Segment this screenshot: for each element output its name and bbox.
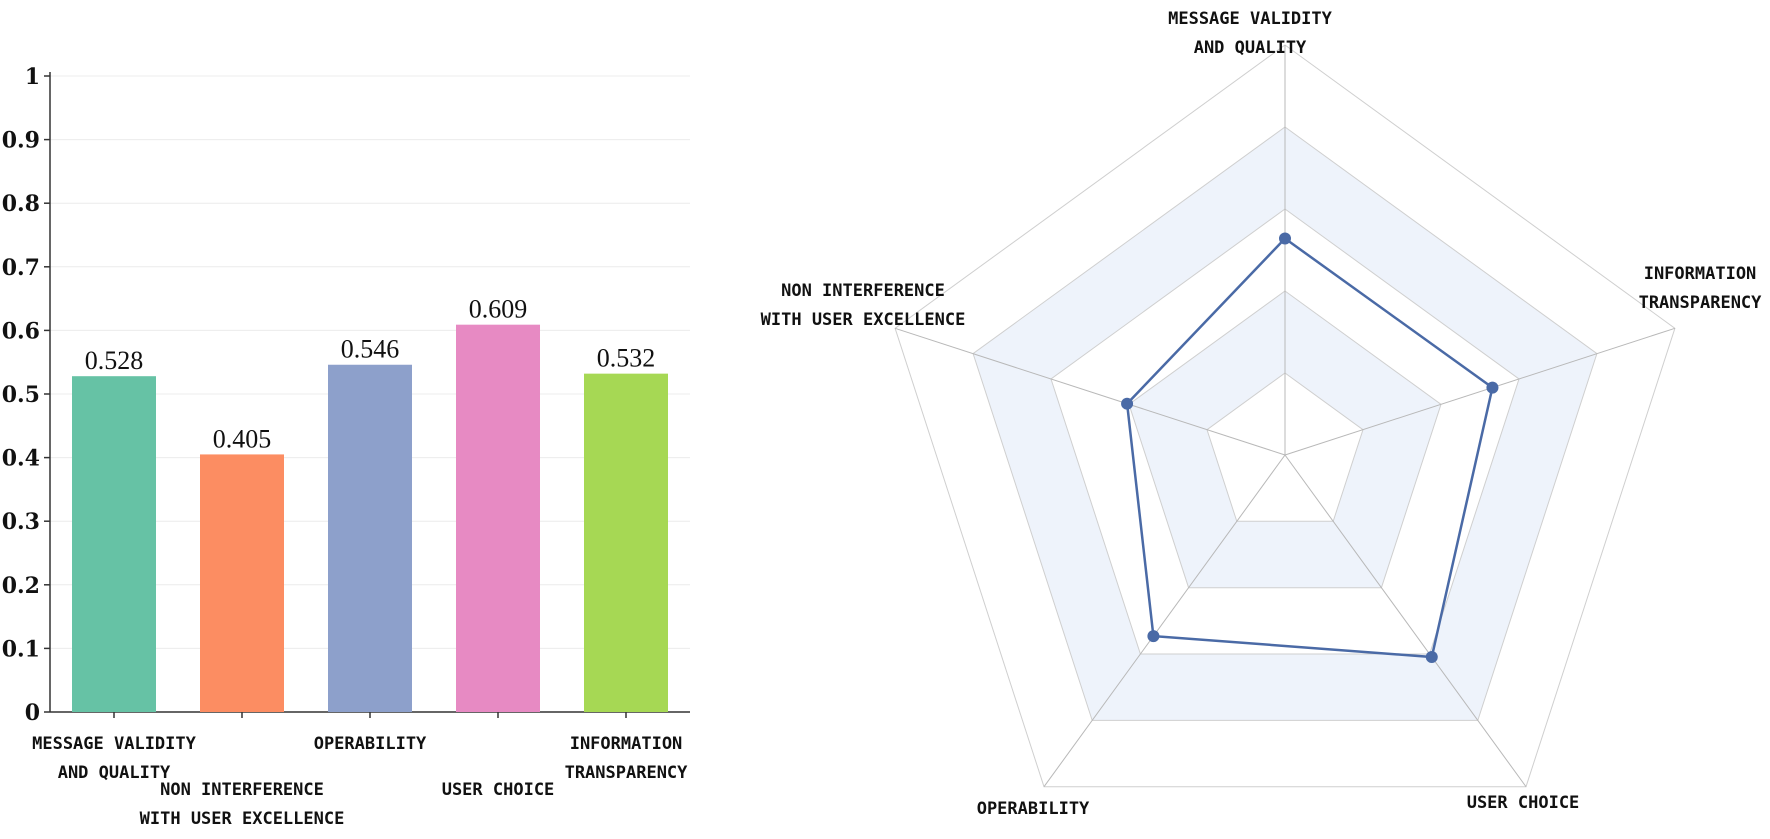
radar-spoke: [1284, 454, 1527, 787]
radar-axis-label: AND QUALITY: [1194, 38, 1307, 58]
radar-point: [1486, 381, 1499, 394]
y-tick-label: 0.1: [2, 636, 40, 662]
x-tick-label: MESSAGE VALIDITY: [32, 734, 197, 754]
bar: [328, 364, 412, 712]
x-tick-label: INFORMATION: [570, 734, 683, 754]
radar-point: [1279, 232, 1291, 245]
radar-axis-label: TRANSPARENCY: [1639, 293, 1763, 313]
y-tick-label: 0.3: [2, 509, 40, 535]
bar: [456, 324, 540, 712]
data-label: 0.405: [213, 424, 272, 453]
bar: [584, 373, 668, 712]
radar-spoke: [894, 327, 1286, 456]
radar-ring: [1206, 372, 1364, 522]
radar-spoke: [1043, 454, 1286, 787]
radar-axis-label: WITH USER EXCELLENCE: [761, 310, 966, 330]
y-tick-label: 0.6: [2, 318, 40, 344]
x-tick-label: USER CHOICE: [442, 780, 555, 800]
y-tick-label: 0: [25, 700, 40, 726]
data-label: 0.528: [85, 346, 144, 375]
y-tick-label: 0.5: [2, 382, 40, 408]
y-tick-label: 0.7: [2, 255, 40, 281]
radar-axis-label: INFORMATION: [1644, 264, 1757, 284]
radar-axis-label: NON INTERFERENCE: [781, 281, 945, 301]
radar-axis-label: MESSAGE VALIDITY: [1168, 9, 1333, 29]
radar-ring: [1128, 290, 1442, 589]
y-tick-label: 0.2: [2, 573, 40, 599]
y-tick-label: 0.4: [2, 446, 40, 472]
radar-axis-label: USER CHOICE: [1467, 793, 1580, 813]
x-tick-label: AND QUALITY: [58, 763, 171, 783]
y-tick-label: 0.8: [2, 191, 40, 217]
x-tick-label: OPERABILITY: [314, 734, 427, 754]
y-tick-label: 1: [25, 64, 40, 90]
data-label: 0.532: [597, 344, 656, 373]
bar: [72, 376, 156, 712]
radar-point: [1121, 397, 1134, 410]
radar-point: [1425, 651, 1438, 664]
radar-ring: [1050, 208, 1520, 655]
radar-axis-label: OPERABILITY: [977, 799, 1090, 819]
radar-ring: [972, 126, 1598, 721]
radar-spoke: [1284, 327, 1676, 456]
x-tick-label: TRANSPARENCY: [565, 763, 689, 783]
bar: [200, 454, 284, 712]
data-label: 0.546: [341, 335, 400, 364]
radar-point: [1147, 630, 1160, 643]
radar-ring: [894, 44, 1676, 788]
y-tick-label: 0.9: [2, 128, 40, 154]
x-tick-label: WITH USER EXCELLENCE: [140, 809, 345, 829]
radar-series-line: [1125, 236, 1494, 659]
data-label: 0.609: [469, 295, 528, 324]
bar-chart: 0 0.1 0.2 0.3 0.4 0.5 0.6 0.7 0.8 0.9 1 0.528 MESSAG…: [2, 64, 690, 829]
x-tick-label: NON INTERFERENCE: [160, 780, 324, 800]
